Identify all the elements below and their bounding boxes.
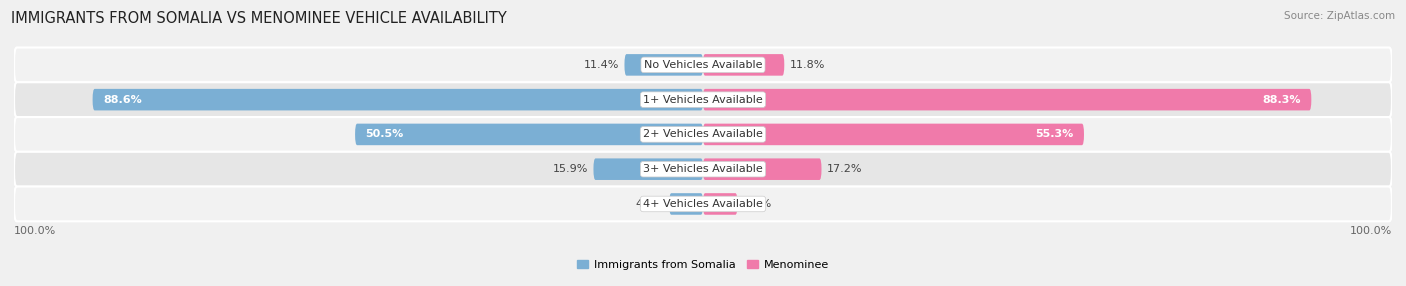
FancyBboxPatch shape — [14, 152, 1392, 186]
Text: 11.8%: 11.8% — [790, 60, 825, 70]
Text: 17.2%: 17.2% — [827, 164, 862, 174]
Text: No Vehicles Available: No Vehicles Available — [644, 60, 762, 70]
Text: 100.0%: 100.0% — [1350, 226, 1392, 235]
Text: 4+ Vehicles Available: 4+ Vehicles Available — [643, 199, 763, 209]
Text: 2+ Vehicles Available: 2+ Vehicles Available — [643, 130, 763, 139]
FancyBboxPatch shape — [703, 54, 785, 76]
Text: 15.9%: 15.9% — [553, 164, 588, 174]
FancyBboxPatch shape — [624, 54, 703, 76]
Text: Source: ZipAtlas.com: Source: ZipAtlas.com — [1284, 11, 1395, 21]
FancyBboxPatch shape — [703, 158, 821, 180]
FancyBboxPatch shape — [14, 186, 1392, 221]
Text: IMMIGRANTS FROM SOMALIA VS MENOMINEE VEHICLE AVAILABILITY: IMMIGRANTS FROM SOMALIA VS MENOMINEE VEH… — [11, 11, 508, 26]
Text: 88.3%: 88.3% — [1263, 95, 1301, 105]
Text: 1+ Vehicles Available: 1+ Vehicles Available — [643, 95, 763, 105]
Text: 5.0%: 5.0% — [742, 199, 772, 209]
FancyBboxPatch shape — [356, 124, 703, 145]
Text: 4.9%: 4.9% — [636, 199, 664, 209]
Legend: Immigrants from Somalia, Menominee: Immigrants from Somalia, Menominee — [572, 255, 834, 274]
Text: 11.4%: 11.4% — [583, 60, 619, 70]
Text: 3+ Vehicles Available: 3+ Vehicles Available — [643, 164, 763, 174]
FancyBboxPatch shape — [669, 193, 703, 215]
FancyBboxPatch shape — [703, 124, 1084, 145]
Text: 100.0%: 100.0% — [14, 226, 56, 235]
FancyBboxPatch shape — [703, 89, 1312, 110]
FancyBboxPatch shape — [14, 117, 1392, 152]
FancyBboxPatch shape — [14, 82, 1392, 117]
FancyBboxPatch shape — [14, 47, 1392, 82]
Text: 55.3%: 55.3% — [1035, 130, 1074, 139]
Text: 88.6%: 88.6% — [103, 95, 142, 105]
FancyBboxPatch shape — [703, 193, 738, 215]
Text: 50.5%: 50.5% — [366, 130, 404, 139]
FancyBboxPatch shape — [593, 158, 703, 180]
FancyBboxPatch shape — [93, 89, 703, 110]
